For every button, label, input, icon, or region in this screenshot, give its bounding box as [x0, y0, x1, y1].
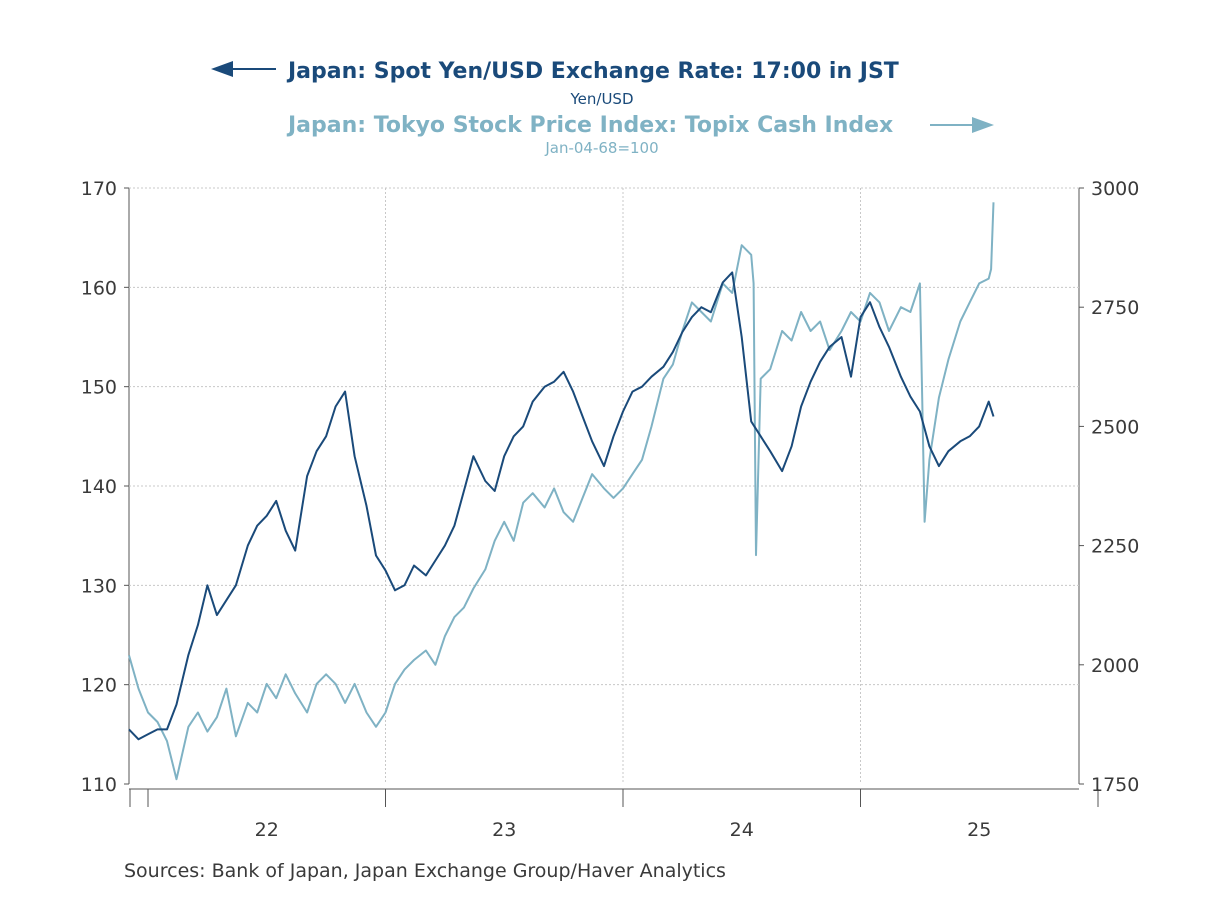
- topix-series-line: [128, 202, 995, 781]
- x-tick-label: 22: [255, 819, 279, 841]
- grid-lines: [129, 187, 1079, 784]
- yen-usd-series-line: [128, 271, 995, 741]
- right-tick-label: 2000: [1091, 655, 1139, 677]
- left-tick-label: 130: [81, 575, 117, 597]
- left-tick-label: 160: [81, 277, 117, 299]
- series1-legend-label: Japan: Spot Yen/USD Exchange Rate: 17:00…: [286, 59, 899, 84]
- right-tick-label: 3000: [1091, 178, 1139, 200]
- series2-unit-label: Jan-04-68=100: [544, 139, 658, 157]
- legend: Japan: Spot Yen/USD Exchange Rate: 17:00…: [211, 59, 994, 157]
- x-tick-label: 24: [730, 819, 754, 841]
- source-note: Sources: Bank of Japan, Japan Exchange G…: [124, 860, 726, 882]
- series-lines: [128, 202, 995, 781]
- plot-area: 110 120 130 140 150 160 170 1750 2000 2250 2500 275…: [81, 178, 1140, 841]
- series1-unit-label: Yen/USD: [569, 90, 633, 108]
- legend-arrow-right-icon: [930, 117, 994, 133]
- left-tick-label: 150: [81, 377, 117, 399]
- right-tick-label: 2750: [1091, 297, 1139, 319]
- right-tick-label: 1750: [1091, 774, 1139, 796]
- right-tick-label: 2500: [1091, 416, 1139, 438]
- left-tick-label: 140: [81, 476, 117, 498]
- left-tick-label: 110: [81, 774, 117, 796]
- left-tick-label: 120: [81, 675, 117, 697]
- tick-labels: 110 120 130 140 150 160 170 1750 2000 2250 2500 275…: [81, 178, 1140, 841]
- x-tick-label: 25: [967, 819, 991, 841]
- left-tick-label: 170: [81, 178, 117, 200]
- series2-legend-label: Japan: Tokyo Stock Price Index: Topix Ca…: [286, 113, 893, 138]
- tick-marks: [124, 187, 1099, 807]
- x-tick-label: 23: [492, 819, 516, 841]
- legend-arrow-left-icon: [211, 61, 276, 77]
- right-tick-label: 2250: [1091, 536, 1139, 558]
